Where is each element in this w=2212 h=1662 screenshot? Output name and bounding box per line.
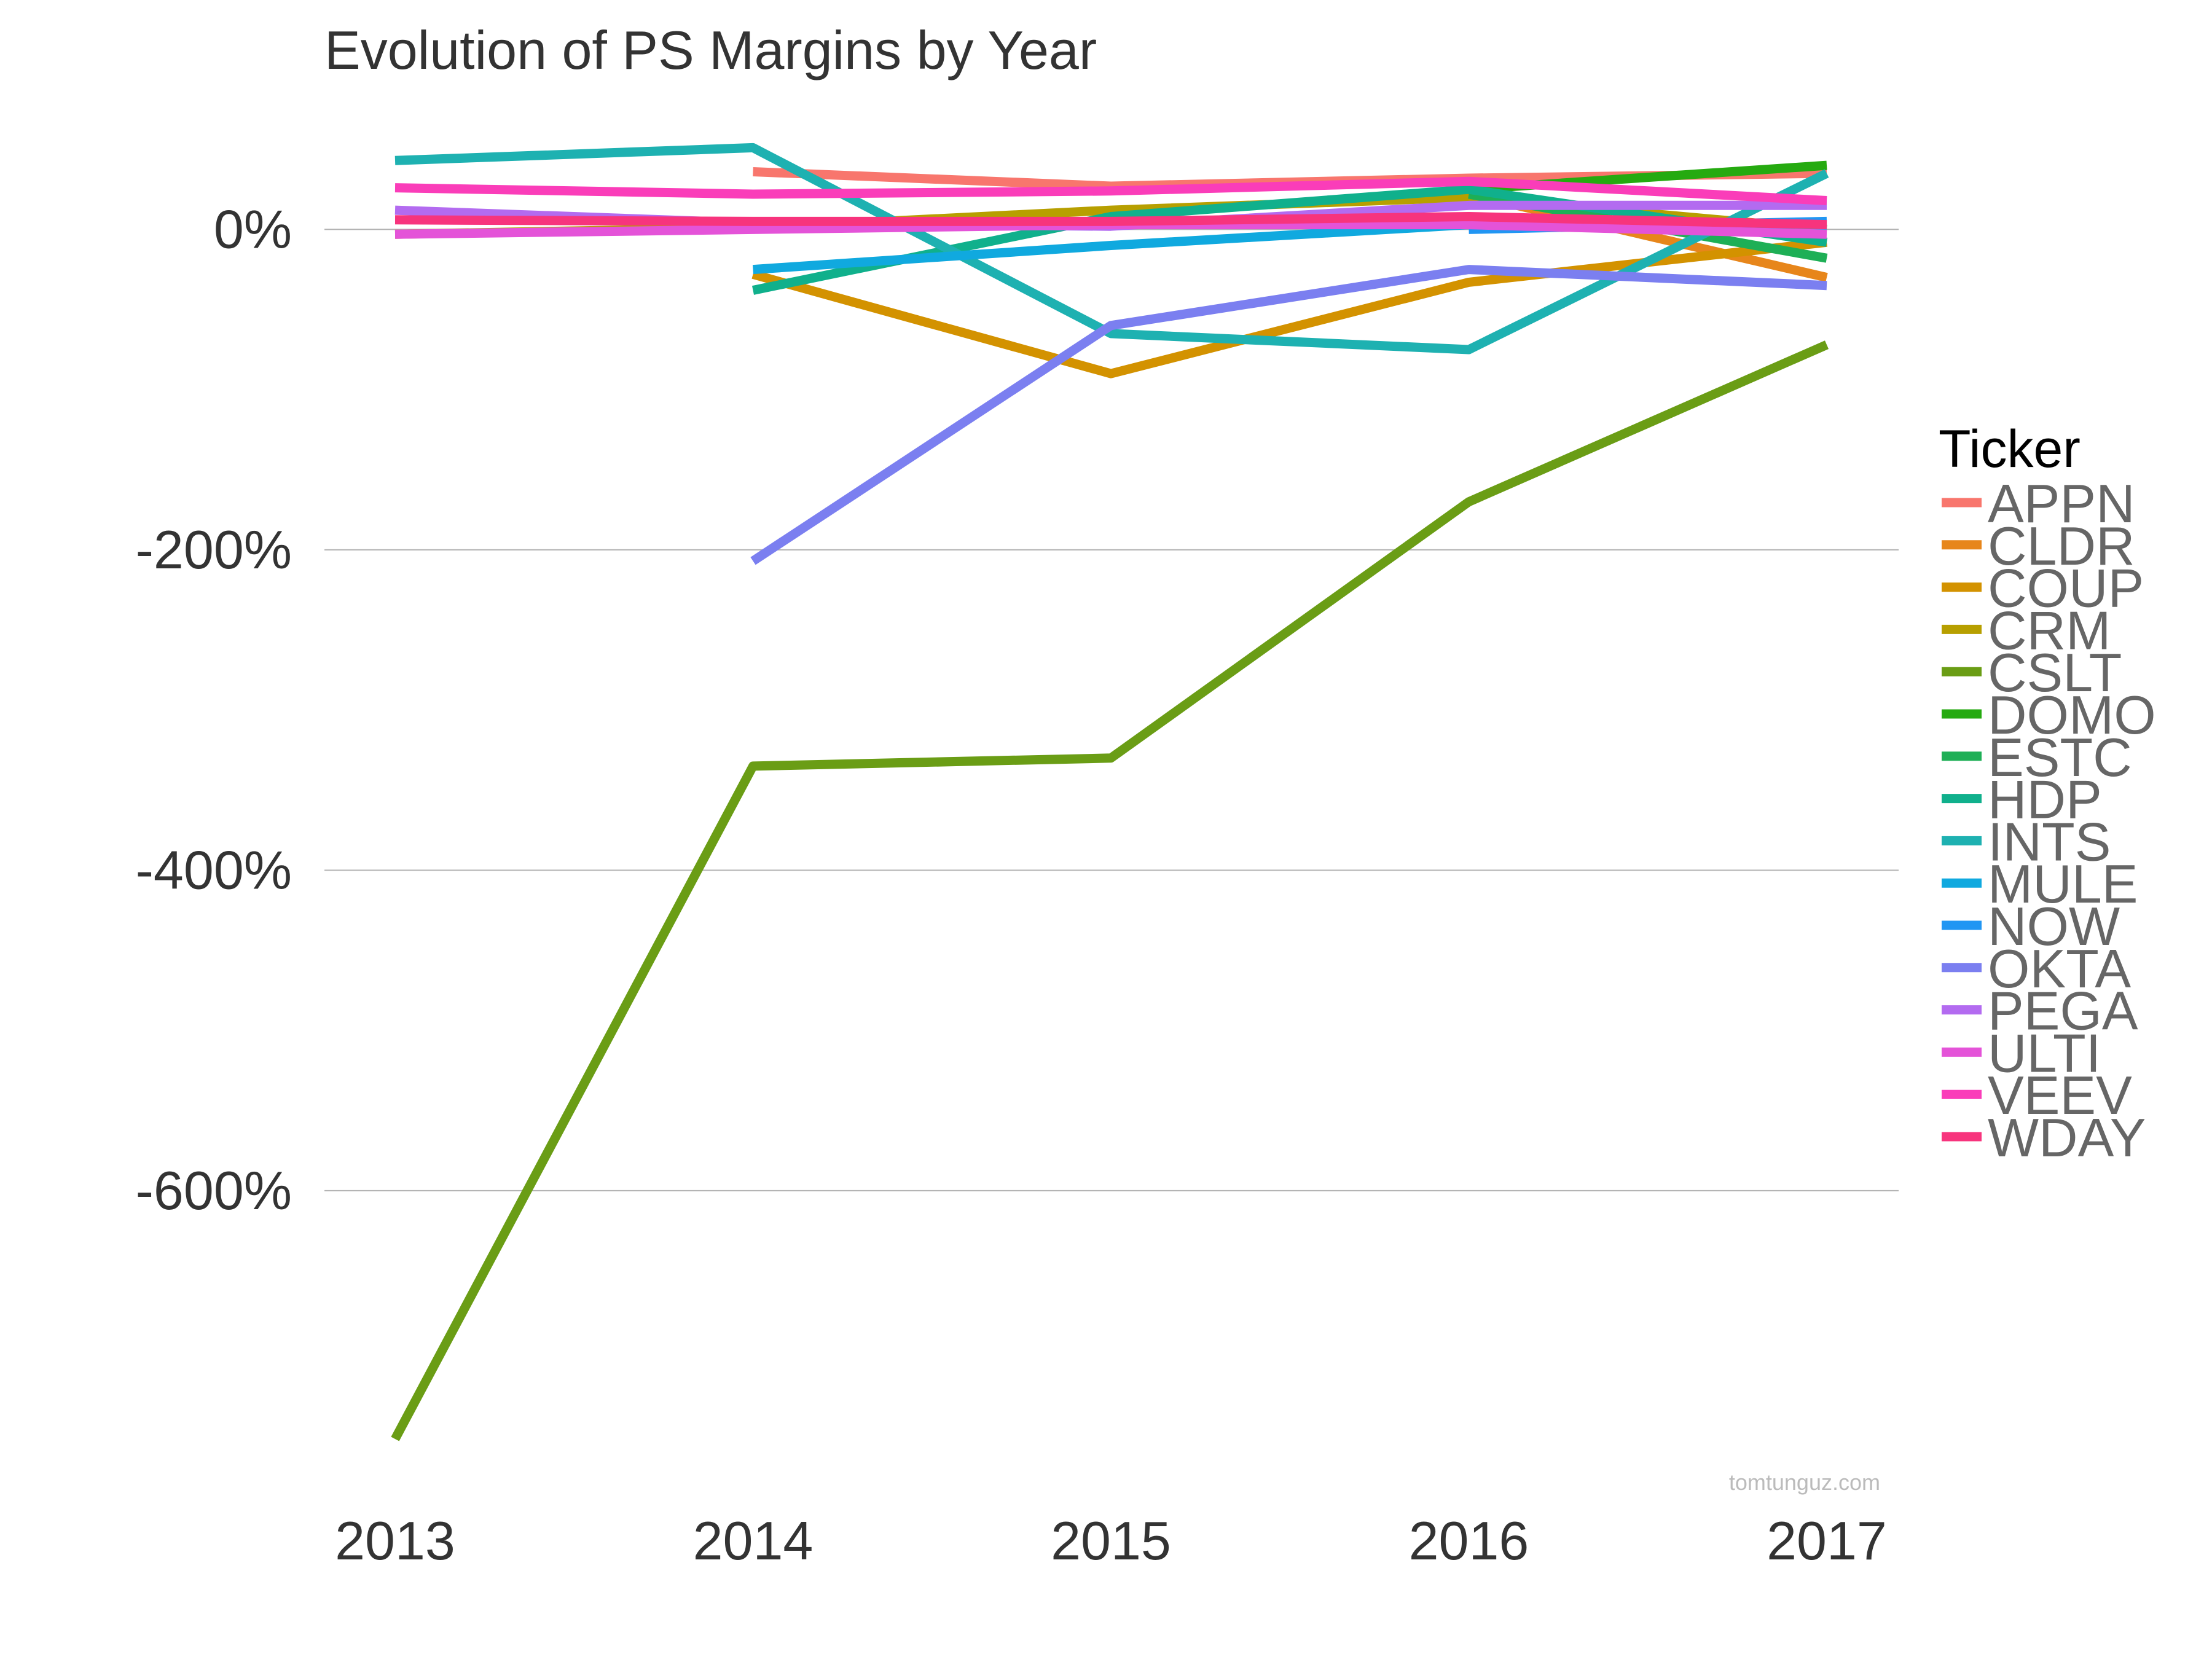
legend-label-cslt: CSLT [1988, 642, 2122, 703]
legend: Ticker APPNCLDRCOUPCRMCSLTDOMOESTCHDPINT… [1939, 420, 2156, 1168]
legend-label-wday: WDAY [1988, 1107, 2146, 1168]
legend-label-hdp: HDP [1988, 769, 2102, 830]
legend-label-mule: MULE [1988, 853, 2138, 914]
watermark-text: tomtunguz.com [1729, 1470, 1880, 1495]
series-line-wday [394, 212, 1827, 230]
x-tick-label: 2014 [693, 1510, 814, 1571]
y-tick-label: 0% [214, 198, 292, 259]
legend-label-veev: VEEV [1988, 1065, 2132, 1126]
legend-label-okta: OKTA [1988, 938, 2131, 999]
legend-label-cldr: CLDR [1988, 515, 2135, 576]
series-line-ints [394, 143, 1829, 355]
y-tick-label: -400% [136, 839, 292, 900]
series-lines [391, 143, 1829, 1441]
legend-label-crm: CRM [1988, 600, 2111, 660]
legend-label-appn: APPN [1988, 473, 2135, 534]
legend-label-now: NOW [1988, 896, 2120, 957]
chart-title: Evolution of PS Margins by Year [324, 20, 1097, 80]
legend-label-pega: PEGA [1988, 981, 2138, 1041]
legend-label-ints: INTS [1988, 811, 2111, 872]
x-tick-label: 2013 [335, 1510, 455, 1571]
series-line-cslt [391, 340, 1829, 1441]
legend-title: Ticker [1939, 420, 2081, 479]
legend-label-domo: DOMO [1988, 684, 2156, 745]
axis-labels: 0% -200% -400% -600% 2013 2014 2015 2016 2017 [136, 198, 1887, 1571]
x-tick-label: 2015 [1051, 1510, 1171, 1571]
legend-label-estc: ESTC [1988, 727, 2132, 788]
legend-label-coup: COUP [1988, 558, 2144, 619]
series-line-okta [750, 265, 1827, 565]
y-tick-label: -200% [136, 519, 292, 580]
series-line-veev [394, 176, 1827, 205]
y-tick-label: -600% [136, 1160, 292, 1221]
legend-label-ulti: ULTI [1988, 1022, 2101, 1083]
x-tick-label: 2016 [1409, 1510, 1529, 1571]
x-tick-label: 2017 [1767, 1510, 1887, 1571]
